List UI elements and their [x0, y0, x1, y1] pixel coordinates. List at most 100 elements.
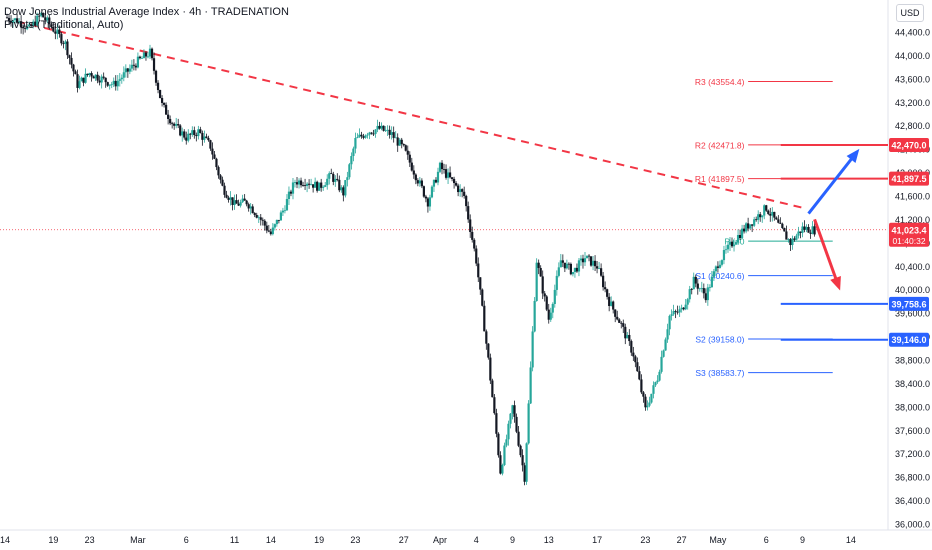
- candle-body: [390, 132, 393, 135]
- candle-body: [738, 234, 742, 239]
- candle-body: [102, 76, 105, 78]
- y-tick-label: 44,000.0: [895, 51, 930, 61]
- candle-body: [658, 371, 661, 381]
- candle-body: [253, 213, 256, 215]
- candle-body: [356, 137, 359, 139]
- candle-body: [370, 132, 373, 134]
- candle-body: [606, 289, 609, 297]
- candle-body: [720, 260, 724, 265]
- candle-body: [126, 68, 129, 72]
- candle-body: [775, 217, 778, 220]
- candle-body: [527, 403, 530, 444]
- candle-body: [124, 68, 127, 73]
- candle-body: [789, 239, 792, 246]
- candle-body: [207, 137, 210, 141]
- candle-body: [154, 70, 158, 83]
- candle-body: [5, 17, 9, 19]
- candle-body: [577, 260, 581, 272]
- candle-body: [751, 224, 754, 226]
- candle-body: [426, 198, 430, 207]
- pivot-label: R3 (43554.4): [695, 77, 745, 87]
- candle-body: [547, 309, 550, 320]
- candle-body: [183, 131, 186, 138]
- level-badge: [889, 332, 929, 347]
- candle-body: [386, 129, 389, 131]
- candle-body: [175, 124, 178, 126]
- candle-body: [485, 331, 488, 344]
- candle-body: [446, 172, 450, 178]
- candle-body: [213, 154, 216, 159]
- candle-body: [350, 156, 353, 165]
- candle-body: [187, 133, 190, 141]
- candle-body: [144, 52, 148, 57]
- candle-body: [811, 226, 814, 234]
- candle-body: [724, 249, 728, 251]
- candle-body: [444, 169, 448, 178]
- candle-body: [799, 231, 802, 233]
- candle-body: [177, 124, 180, 126]
- candle-body: [32, 21, 35, 27]
- candle-body: [742, 228, 746, 232]
- candle-body: [759, 214, 762, 218]
- candle-body: [201, 132, 204, 140]
- chart-title: Dow Jones Industrial Average Index · 4h …: [4, 6, 289, 18]
- candle-body: [636, 362, 639, 372]
- candle-body: [245, 200, 248, 205]
- candle-body: [563, 262, 566, 269]
- candle-body: [60, 34, 63, 44]
- candle-body: [209, 140, 212, 149]
- y-tick-label: 37,200.0: [895, 449, 930, 459]
- candle-body: [779, 222, 782, 224]
- candle-body: [634, 356, 637, 363]
- candle-body: [475, 248, 478, 264]
- candle-body: [706, 287, 709, 301]
- candle-body: [275, 219, 278, 225]
- candle-body: [716, 266, 720, 268]
- indicator-label[interactable]: Pivots (Traditional, Auto): [4, 19, 124, 31]
- candle-body: [217, 167, 220, 176]
- candle-body: [622, 323, 625, 327]
- candle-body: [263, 220, 266, 226]
- candle-body: [773, 211, 776, 218]
- candle-body: [162, 102, 166, 105]
- candle-body: [604, 287, 607, 290]
- x-tick-label: Apr: [433, 535, 447, 545]
- candle-body: [330, 173, 333, 175]
- candle-body: [392, 132, 395, 138]
- candle-body: [608, 296, 611, 307]
- candle-body: [320, 182, 323, 188]
- candle-body: [128, 68, 131, 72]
- candle-body: [686, 299, 689, 305]
- candle-body: [142, 52, 146, 59]
- candle-body: [569, 263, 573, 275]
- candle-body: [348, 164, 351, 178]
- x-tick-label: 4: [474, 535, 479, 545]
- candle-body: [199, 129, 202, 133]
- candle-body: [233, 200, 236, 205]
- candle-body: [310, 184, 313, 186]
- candle-body: [489, 357, 492, 381]
- candle-body: [662, 350, 665, 357]
- candle-body: [438, 162, 442, 172]
- candle-body: [84, 73, 87, 83]
- candle-body: [638, 371, 641, 380]
- y-tick-label: 39,600.0: [895, 309, 930, 319]
- candle-body: [616, 316, 619, 320]
- candle-body: [434, 179, 438, 183]
- currency-button[interactable]: USD: [896, 4, 924, 22]
- x-tick-label: 27: [399, 535, 409, 545]
- candle-body: [384, 130, 387, 132]
- candle-body: [46, 17, 49, 21]
- candle-body: [376, 125, 379, 130]
- y-tick-label: 40,400.0: [895, 262, 930, 272]
- candle-body: [150, 48, 154, 59]
- candle-body: [273, 224, 276, 228]
- candle-body: [225, 194, 228, 198]
- candle-body: [740, 228, 744, 239]
- candle-body: [398, 139, 401, 146]
- candle-body: [805, 226, 808, 230]
- candle-body: [17, 21, 21, 23]
- candle-body: [11, 20, 15, 23]
- candle-body: [24, 28, 27, 30]
